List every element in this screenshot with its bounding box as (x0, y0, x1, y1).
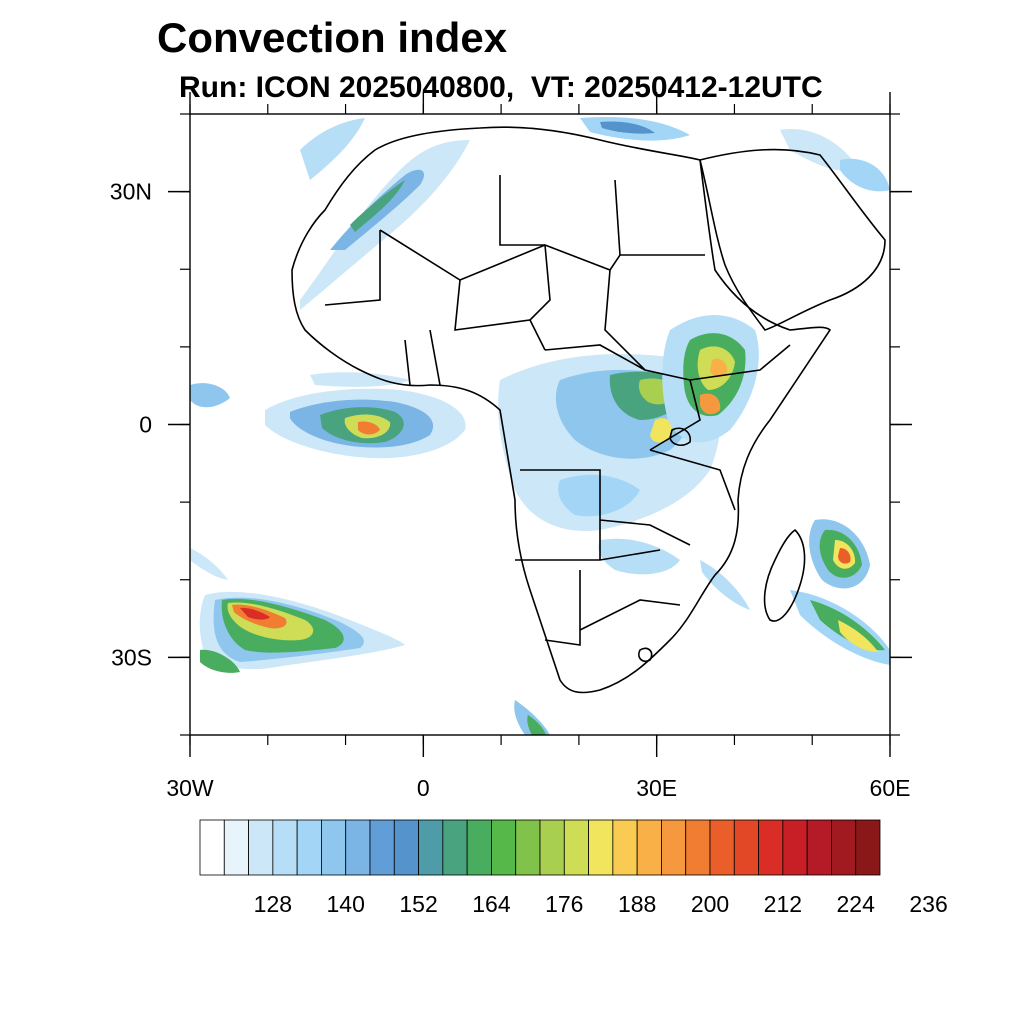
colorbar-swatch (831, 819, 857, 876)
x-tick-label: 30E (636, 775, 677, 801)
colorbar-swatch (709, 819, 735, 876)
colorbar-swatch (296, 819, 322, 876)
colorbar-swatch (393, 819, 419, 876)
colorbar-swatch (466, 819, 492, 876)
country-border (324, 230, 381, 306)
colorbar-label: 188 (618, 891, 656, 917)
country-border (544, 344, 646, 371)
lake-victoria (669, 427, 692, 447)
colorbar-swatch (855, 819, 881, 876)
y-tick-label: 0 (139, 412, 152, 438)
colorbar-label: 224 (837, 891, 876, 917)
colorbar-swatch (442, 819, 468, 876)
country-border (515, 549, 661, 561)
axis-ticks: 30W 0 30E 60E 30N 0 30S (110, 92, 912, 801)
x-tick-label: 30W (166, 775, 214, 801)
colorbar-swatch (612, 819, 638, 876)
colorbar-label: 212 (764, 891, 802, 917)
colorbar-swatch (539, 819, 565, 876)
x-tick-label: 0 (417, 775, 430, 801)
colorbar-swatch (563, 819, 589, 876)
country-border (454, 279, 546, 351)
colorbar-swatch (369, 819, 395, 876)
colorbar-swatch (199, 819, 225, 876)
field-region-madagascar (700, 519, 890, 665)
colorbar-label: 128 (254, 891, 292, 917)
colorbar-label: 236 (909, 891, 947, 917)
colorbar-swatch (223, 819, 249, 876)
country-border (689, 344, 791, 381)
colorbar-label: 152 (399, 891, 437, 917)
country-border (429, 329, 441, 386)
colorbar-swatch (733, 819, 759, 876)
colorbar-label: 176 (545, 891, 583, 917)
colorbar: 128 140 152 164 176 188 200 212 224 236 (199, 819, 948, 917)
country-border (379, 229, 705, 281)
colorbar-swatch (661, 819, 687, 876)
colorbar-swatch (758, 819, 784, 876)
colorbar-swatch (272, 819, 298, 876)
country-border (499, 175, 545, 246)
field-region-gulf-of-guinea (190, 372, 466, 459)
country-border (579, 599, 681, 631)
country-border (604, 269, 691, 381)
lesotho-border (638, 647, 653, 663)
convection-field (190, 116, 890, 735)
colorbar-label: 164 (472, 891, 511, 917)
country-border (649, 449, 736, 511)
country-border (520, 469, 601, 560)
field-region-south-atlantic (190, 548, 550, 735)
x-tick-label: 60E (870, 775, 911, 801)
colorbar-swatch (782, 819, 808, 876)
colorbar-swatch (588, 819, 614, 876)
field-region-northwest (300, 116, 890, 310)
map-subtitle: Run: ICON 2025040800, VT: 20250412-12UTC (179, 71, 823, 104)
colorbar-swatch (321, 819, 347, 876)
country-border (614, 179, 621, 256)
madagascar-coastline (763, 528, 806, 622)
colorbar-swatch (418, 819, 444, 876)
colorbar-swatch (491, 819, 517, 876)
colorbar-label: 140 (327, 891, 365, 917)
country-border (649, 379, 701, 451)
colorbar-swatch (636, 819, 662, 876)
field-region-east-africa (662, 315, 759, 443)
arabia-coastline (699, 148, 886, 331)
country-border (404, 339, 411, 386)
country-border (544, 570, 581, 646)
colorbar-swatch (806, 819, 832, 876)
country-border (529, 244, 551, 321)
coastlines-and-borders (291, 126, 886, 694)
colorbar-swatch (515, 819, 541, 876)
colorbar-swatch (345, 819, 371, 876)
map-title: Convection index (157, 14, 508, 61)
colorbar-swatch (248, 819, 274, 876)
y-tick-label: 30N (110, 179, 152, 205)
country-border (599, 519, 691, 546)
y-tick-label: 30S (111, 644, 152, 670)
colorbar-swatch (685, 819, 711, 876)
colorbar-label: 200 (691, 891, 729, 917)
